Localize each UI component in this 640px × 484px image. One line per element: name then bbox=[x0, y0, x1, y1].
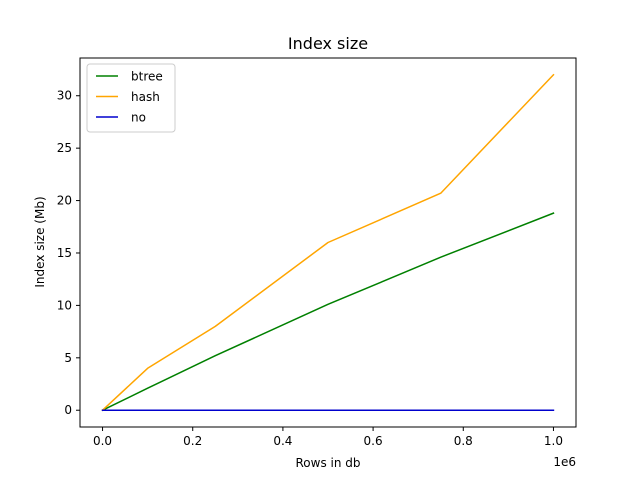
plot-frame bbox=[79, 57, 577, 428]
y-axis-label: Index size (Mb) bbox=[33, 196, 47, 287]
y-tick-label: 25 bbox=[57, 141, 72, 155]
y-tick-label: 10 bbox=[57, 298, 72, 312]
chart-title: Index size bbox=[288, 34, 368, 53]
legend-label-no: no bbox=[131, 111, 146, 125]
x-tick-label: 0.0 bbox=[93, 434, 112, 448]
y-tick-label: 30 bbox=[57, 89, 72, 103]
y-axis-ticks: 0 5 10 15 20 25 30 bbox=[57, 89, 80, 417]
legend-box bbox=[86, 63, 176, 133]
legend-entries: btree hash no bbox=[96, 70, 163, 125]
series-line-btree bbox=[101, 212, 555, 412]
x-axis-offset-label: 1e6 bbox=[553, 455, 576, 469]
x-tick-label: 1.0 bbox=[544, 434, 563, 448]
legend-label-hash: hash bbox=[131, 90, 160, 104]
series-line-hash bbox=[101, 73, 555, 412]
y-tick-label: 0 bbox=[64, 403, 72, 417]
x-tick-label: 0.6 bbox=[364, 434, 383, 448]
x-tick-label: 0.4 bbox=[273, 434, 292, 448]
y-tick-label: 15 bbox=[57, 246, 72, 260]
legend-label-btree: btree bbox=[131, 70, 163, 84]
y-tick-label: 5 bbox=[64, 351, 72, 365]
x-axis-label: Rows in db bbox=[295, 456, 360, 470]
legend: btree hash no bbox=[86, 63, 176, 133]
x-tick-label: 0.2 bbox=[183, 434, 202, 448]
series-layer bbox=[101, 73, 555, 412]
y-tick-label: 20 bbox=[57, 194, 72, 208]
x-axis-ticks: 0.0 0.2 0.4 0.6 0.8 1.0 bbox=[93, 427, 563, 448]
x-tick-label: 0.8 bbox=[454, 434, 473, 448]
